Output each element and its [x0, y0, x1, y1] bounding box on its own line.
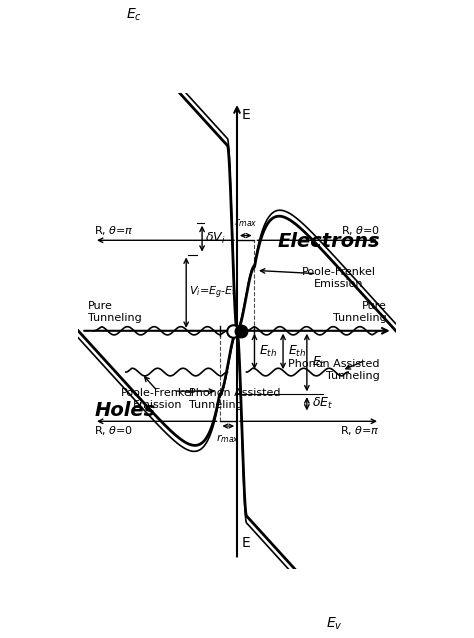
Text: $V_i$=$E_g$-$E_t$: $V_i$=$E_g$-$E_t$: [190, 285, 237, 301]
Text: $E_c$: $E_c$: [126, 6, 142, 23]
Text: E: E: [242, 536, 251, 550]
Text: Pure
Tunneling: Pure Tunneling: [88, 301, 142, 323]
Text: $E_v$: $E_v$: [326, 616, 343, 632]
Text: $\delta V_i$: $\delta V_i$: [205, 231, 226, 246]
Text: R, $\theta$=$\pi$: R, $\theta$=$\pi$: [340, 424, 380, 438]
Text: Holes: Holes: [94, 401, 155, 420]
Text: $E_t$: $E_t$: [311, 355, 325, 370]
Text: $E_{th}$: $E_{th}$: [259, 344, 277, 359]
Text: $\delta E_t$: $\delta E_t$: [311, 396, 333, 412]
Text: Pure
Tunneling: Pure Tunneling: [332, 301, 386, 323]
Text: Electrons: Electrons: [277, 232, 380, 251]
Text: $r_{max}$: $r_{max}$: [234, 216, 257, 229]
Text: R, $\theta$=0: R, $\theta$=0: [341, 224, 380, 237]
Text: E: E: [242, 108, 251, 122]
Text: $E_{th}$: $E_{th}$: [288, 344, 306, 359]
Text: Phonon Assisted
Tunneling: Phonon Assisted Tunneling: [288, 359, 380, 381]
Text: Phonon Assisted
Tunneling: Phonon Assisted Tunneling: [190, 388, 281, 410]
Text: R, $\theta$=0: R, $\theta$=0: [94, 424, 133, 438]
Text: $r_{max}$: $r_{max}$: [217, 433, 240, 445]
Text: Poole-Frenkel
Emission: Poole-Frenkel Emission: [120, 388, 195, 410]
Text: Poole-Frenkel
Emission: Poole-Frenkel Emission: [301, 267, 375, 289]
Text: R, $\theta$=$\pi$: R, $\theta$=$\pi$: [94, 224, 134, 237]
